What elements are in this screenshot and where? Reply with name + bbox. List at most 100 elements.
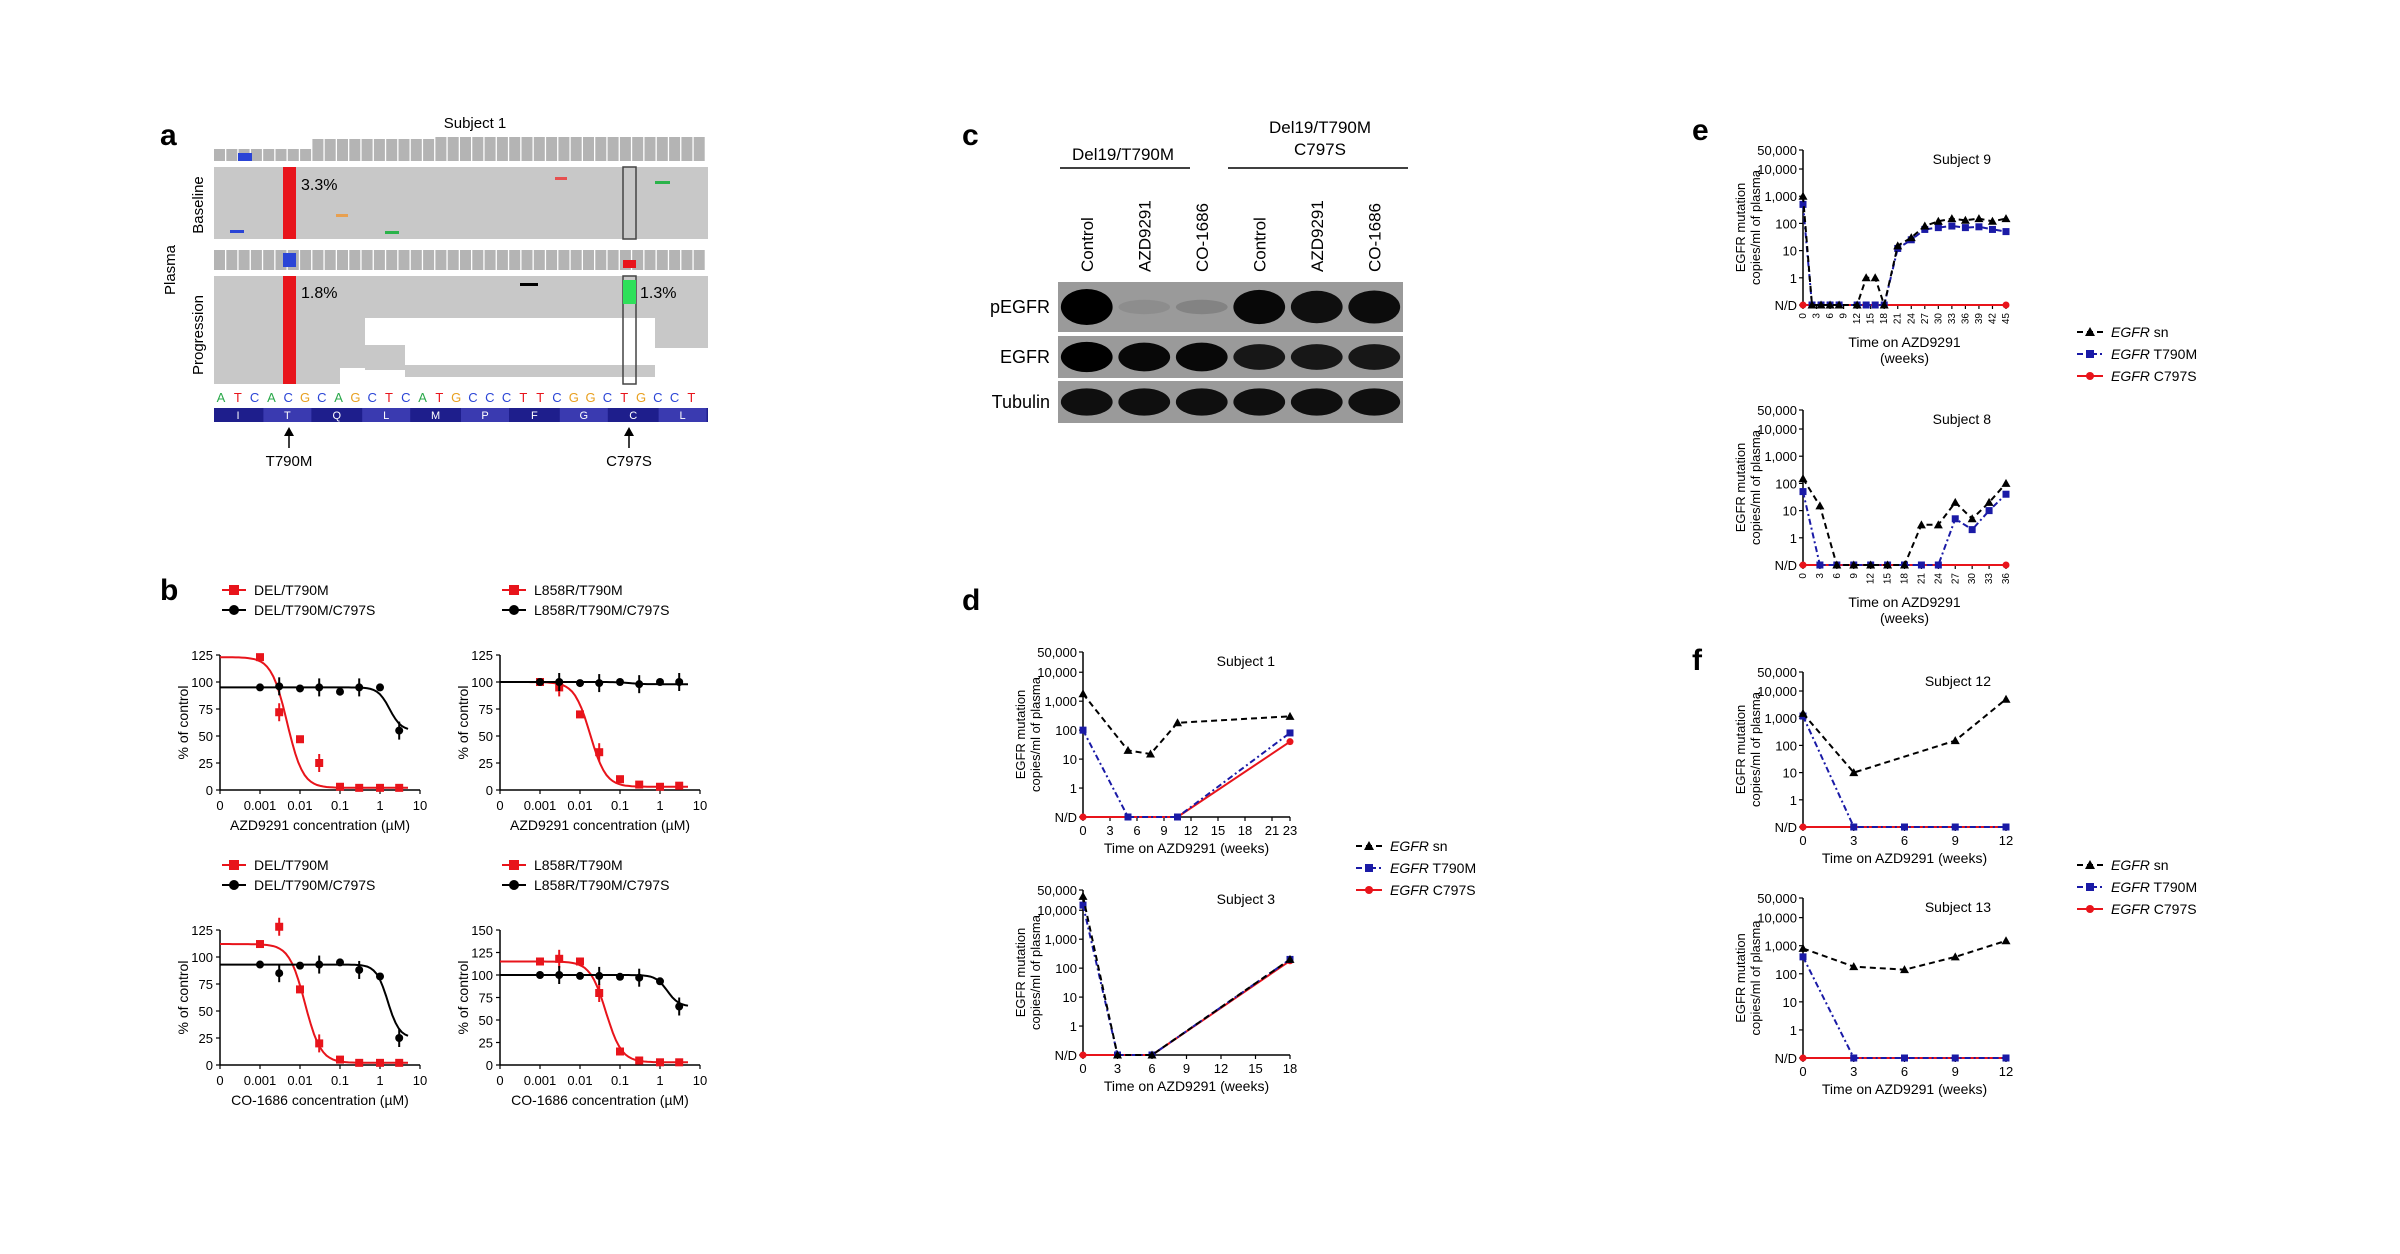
data-point [256,683,264,692]
dna-base: C [368,390,377,405]
y-tick-label: 75 [199,702,213,717]
x-tick-label: 6 [1148,1061,1155,1076]
coverage-bar [373,250,385,270]
coverage-bar [300,250,312,270]
data-point [1951,823,1959,831]
data-point [1968,526,1976,534]
blot-band [1118,299,1171,315]
blot-row-label: EGFR [1000,347,1050,367]
x-axis-label: Time on AZD9291 (weeks) [1104,1078,1269,1094]
data-point [1975,223,1983,231]
y-tick-label: 50 [199,729,213,744]
legend-marker [2085,327,2095,336]
y-tick-label: 10 [1783,995,1797,1010]
progression-t790m-column [283,276,296,384]
data-point [336,782,344,791]
data-point [2002,301,2010,309]
y-axis-label-2: copies/ml of plasma [1028,676,1043,792]
dna-base: C [317,390,326,405]
x-tick-label: 1 [656,798,663,813]
y-tick-label: 25 [199,756,213,771]
x-tick-label: 9 [1849,573,1860,579]
x-tick-label: 15 [1883,573,1894,585]
coverage-bar [435,137,447,161]
data-point [296,961,304,970]
dna-base: G [636,390,646,405]
data-point [1967,514,1977,523]
y-axis-label: EGFR mutation [1733,443,1748,533]
x-tick-label: 33 [1947,313,1958,325]
dna-base: C [401,390,410,405]
lane-label: CO-1686 [1365,203,1384,272]
data-point [1988,225,1996,233]
blot-strip [1058,336,1403,378]
x-tick-label: 9 [1839,313,1850,319]
data-point [1879,300,1889,309]
data-point [576,679,584,688]
data-point [1933,216,1943,225]
dose-response-chart: L858R/T790ML858R/T790M/C797S025507510012… [455,857,707,1108]
data-point [275,922,284,931]
x-tick-label: 0 [1798,313,1809,319]
coverage-bar [681,137,693,161]
coverage-bar [250,250,262,270]
y-axis-label: % of control [455,961,471,1035]
y-tick-label: 1,000 [1764,189,1797,204]
lane-label: Control [1250,217,1269,272]
fitted-curve [500,960,688,1064]
x-tick-label: 0 [216,1073,223,1088]
data-point [656,782,664,791]
baseline-c797s-column [622,166,637,240]
amino-acid-label: F [531,410,538,422]
data-point [555,678,564,686]
y-tick-label: N/D [1775,298,1797,313]
x-tick-label: 0.01 [567,1073,592,1088]
x-tick-label: 12 [1999,1064,2013,1079]
x-axis-label-2: (weeks) [1880,610,1929,626]
read-block [365,345,405,370]
data-point [1985,507,1993,515]
blot-band [1175,388,1228,416]
data-point [1799,200,1807,208]
y-tick-label: 50 [199,1004,213,1019]
coverage-bar [410,250,422,270]
coverage-bar [447,250,459,270]
legend-variant: T790M [2150,879,2197,895]
coverage-bar [533,250,545,270]
group-del19-t790m: Del19/T790M [1072,145,1174,164]
series-line [1082,904,1291,1056]
y-axis-label-2: copies/ml of plasma [1748,920,1763,1036]
amino-acid-cell [263,408,312,422]
coverage-bar [656,250,668,270]
data-point [315,759,324,767]
coverage-bar [337,250,348,270]
legend-marker [2086,905,2094,913]
x-tick-label: 0 [496,1073,503,1088]
y-tick-label: 1 [1790,271,1797,286]
amino-acid-label: M [431,410,440,422]
panel-letter-f: f [1692,644,1703,677]
data-point [296,735,304,744]
data-point [395,1058,404,1067]
y-tick-label: 0 [206,1058,213,1073]
data-point [2002,561,2010,569]
x-tick-label: 24 [1906,313,1917,325]
dna-base: C [485,390,494,405]
x-tick-label: 3 [1850,833,1857,848]
data-point [595,679,604,688]
legend-gene: EGFR [2111,346,2150,362]
x-tick-label: 12 [1999,833,2013,848]
blot-band [1290,388,1343,416]
amino-acid-label: L [383,410,389,422]
y-tick-label: 10,000 [1037,665,1077,680]
amino-acid-cell [312,408,361,422]
legend-entry: EGFR C797S [1390,882,1476,898]
data-point [1146,749,1155,758]
y-tick-label: 100 [191,675,213,690]
ctdna-chart: Subject 12 N/D 1 10 100 1,000 10,000 50,000 0 3 6 9… [1733,665,2013,866]
coverage-bar [681,250,693,270]
chart-subject-title: Subject 12 [1925,673,1991,689]
x-tick-label: 0.1 [331,798,349,813]
arrow-head [284,427,294,436]
data-point [1079,901,1087,909]
